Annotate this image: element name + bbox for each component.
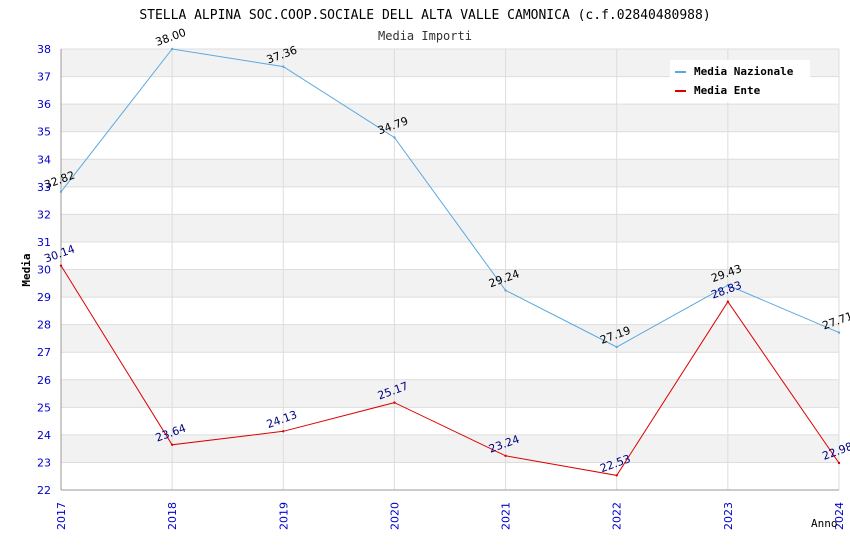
- grid-lines: [60, 48, 840, 491]
- legend: Media Nazionale Media Ente: [670, 60, 810, 102]
- data-point: [504, 454, 507, 458]
- plot-band: [61, 297, 839, 325]
- y-tick-label: 34: [37, 153, 51, 166]
- y-tick-label: 38: [37, 43, 51, 56]
- y-axis-ticks: 22 23 24 25 26 27 28 29 30 31 32 33 34 35 36 37 38: [37, 43, 51, 497]
- plot-band: [61, 159, 839, 187]
- y-tick-label: 22: [37, 484, 51, 497]
- data-point: [837, 331, 841, 334]
- x-tick-label: 2018: [166, 502, 179, 530]
- y-tick-label: 29: [37, 291, 51, 304]
- plot-band: [61, 186, 839, 215]
- chart-subtitle: Media Importi: [378, 29, 472, 43]
- y-tick-label: 35: [37, 126, 51, 139]
- x-tick-label: 2023: [722, 502, 735, 530]
- plot-band: [61, 214, 839, 242]
- x-tick-label: 2021: [500, 502, 513, 530]
- data-point: [726, 284, 730, 287]
- legend-entry: Media Nazionale: [694, 65, 794, 78]
- y-tick-label: 32: [37, 208, 51, 221]
- y-tick-label: 31: [37, 236, 51, 249]
- plot-band: [61, 269, 839, 298]
- x-tick-label: 2022: [611, 502, 624, 530]
- y-tick-label: 26: [37, 374, 51, 387]
- y-tick-label: 33: [37, 181, 51, 194]
- y-tick-label: 27: [37, 346, 51, 359]
- data-point: [726, 300, 730, 303]
- data-point: [837, 461, 841, 465]
- data-point: [504, 289, 507, 292]
- plot-band: [61, 407, 839, 435]
- x-tick-label: 2020: [388, 502, 401, 530]
- data-label: 38.00: [154, 26, 188, 49]
- plot-band: [61, 324, 839, 353]
- plot-band: [61, 379, 839, 408]
- data-point: [59, 264, 63, 267]
- y-axis-label: Media: [20, 253, 33, 286]
- x-axis-ticks: 2017 2018 2019 2020 2021 2022 2023 2024: [55, 502, 846, 530]
- x-tick-label: 2019: [277, 502, 290, 530]
- plot-band: [61, 241, 839, 270]
- y-tick-label: 28: [37, 319, 51, 332]
- plot-band: [61, 352, 839, 380]
- chart-title: STELLA ALPINA SOC.COOP.SOCIALE DELL ALTA…: [139, 8, 710, 23]
- axes: [60, 49, 839, 491]
- x-axis-label: Anno: [811, 517, 838, 530]
- data-point: [615, 345, 618, 349]
- legend-entry: Media Ente: [694, 84, 761, 97]
- plot-band: [61, 131, 839, 160]
- data-point: [59, 190, 63, 193]
- data-point: [615, 474, 618, 477]
- series-line: [60, 265, 840, 476]
- x-tick-label: 2024: [833, 502, 846, 530]
- y-tick-label: 37: [37, 71, 51, 84]
- plot-background: [61, 49, 839, 490]
- y-tick-label: 36: [37, 98, 51, 111]
- plot-band: [61, 104, 839, 132]
- data-point: [282, 65, 285, 68]
- y-tick-label: 30: [37, 264, 51, 277]
- x-tick-label: 2017: [55, 502, 68, 530]
- y-tick-label: 24: [37, 429, 51, 442]
- data-point: [170, 47, 174, 51]
- data-point: [282, 430, 285, 433]
- plot-band: [61, 434, 839, 463]
- series-lines: [59, 47, 841, 477]
- series-line: [60, 48, 840, 348]
- legend-box: [670, 60, 810, 102]
- data-point: [393, 136, 396, 139]
- plot-band: [61, 462, 839, 490]
- y-tick-label: 23: [37, 456, 51, 469]
- y-tick-label: 25: [37, 401, 51, 414]
- data-point: [393, 401, 396, 404]
- data-point: [170, 443, 174, 446]
